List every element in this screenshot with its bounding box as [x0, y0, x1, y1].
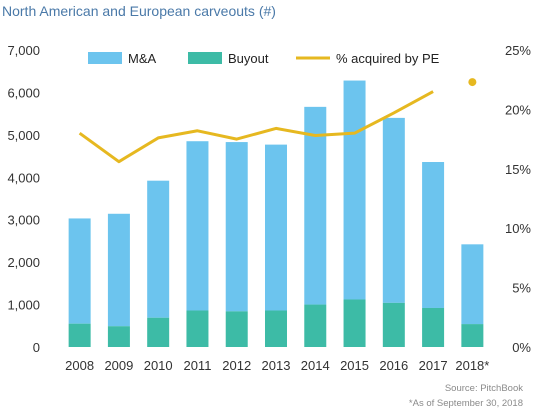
bar-ma-2015: [343, 80, 366, 300]
y-left-tick-label: 1,000: [7, 298, 40, 313]
footnote: *As of September 30, 2018: [408, 398, 523, 409]
bar-buyout-2008: [68, 323, 91, 347]
bar-buyout-2015: [343, 299, 366, 347]
bar-ma-2018*: [461, 244, 484, 325]
bar-buyout-2017: [422, 307, 445, 347]
bar-buyout-2018*: [461, 324, 484, 347]
x-tick-label-2015: 2015: [340, 358, 369, 373]
y-left-tick-label: 6,000: [7, 85, 40, 100]
axes-layer: 0 1,000 2,000 3,000 4,000 5,000 6,000 7,000 0% 5%…: [7, 43, 531, 373]
x-tick-label-2012: 2012: [222, 358, 251, 373]
line-layer: [78, 78, 477, 164]
x-tick-label-2008: 2008: [65, 358, 94, 373]
y-right-tick-label: 25%: [505, 43, 531, 58]
x-tick-label-2018*: 2018*: [455, 358, 489, 373]
bar-buyout-2012: [225, 311, 248, 347]
line-pe-acquired: [78, 90, 434, 164]
y-left-tick-label: 0: [33, 340, 40, 355]
bar-ma-2010: [147, 180, 170, 318]
x-tick-label-2011: 2011: [183, 358, 211, 373]
x-tick-label-2017: 2017: [419, 358, 448, 373]
x-tick-label-2013: 2013: [262, 358, 291, 373]
legend-swatch-0: [88, 52, 122, 64]
bar-ma-2016: [382, 117, 405, 303]
legend-label: Buyout: [228, 51, 269, 66]
marker-pe-2018*: [468, 78, 477, 87]
y-left-tick-label: 3,000: [7, 213, 40, 228]
y-right-tick-label: 10%: [505, 221, 531, 236]
bar-buyout-2009: [107, 326, 130, 347]
y-left-tick-label: 2,000: [7, 255, 40, 270]
x-tick-label-2014: 2014: [301, 358, 330, 373]
bar-ma-2011: [186, 141, 209, 311]
legend-swatch-1: [188, 52, 222, 64]
bar-ma-2012: [225, 142, 248, 312]
chart-title: North American and European carveouts (#…: [2, 3, 276, 19]
y-left-tick-label: 7,000: [7, 43, 40, 58]
bars-layer: [68, 80, 484, 347]
bar-buyout-2013: [265, 310, 287, 347]
bar-buyout-2016: [382, 302, 405, 347]
legend: M&A Buyout % acquired by PE: [88, 51, 440, 66]
y-right-tick-label: 15%: [505, 162, 531, 177]
source-note: Source: PitchBook: [444, 383, 523, 394]
x-tick-label-2009: 2009: [104, 358, 133, 373]
bar-buyout-2014: [304, 304, 327, 347]
bar-ma-2017: [422, 162, 445, 308]
y-left-tick-label: 5,000: [7, 128, 40, 143]
bar-ma-2008: [68, 218, 91, 324]
bar-ma-2014: [304, 106, 327, 305]
y-right-tick-label: 0%: [512, 340, 531, 355]
legend-label: M&A: [128, 51, 157, 66]
bar-ma-2009: [107, 213, 130, 327]
bar-buyout-2011: [186, 310, 209, 347]
y-left-tick-label: 4,000: [7, 170, 40, 185]
y-right-tick-label: 20%: [505, 102, 531, 117]
x-tick-label-2016: 2016: [379, 358, 408, 373]
legend-label: % acquired by PE: [336, 51, 440, 66]
bar-buyout-2010: [147, 317, 170, 347]
y-right-tick-label: 5%: [512, 281, 531, 296]
x-tick-label-2010: 2010: [144, 358, 173, 373]
bar-ma-2013: [265, 144, 287, 311]
